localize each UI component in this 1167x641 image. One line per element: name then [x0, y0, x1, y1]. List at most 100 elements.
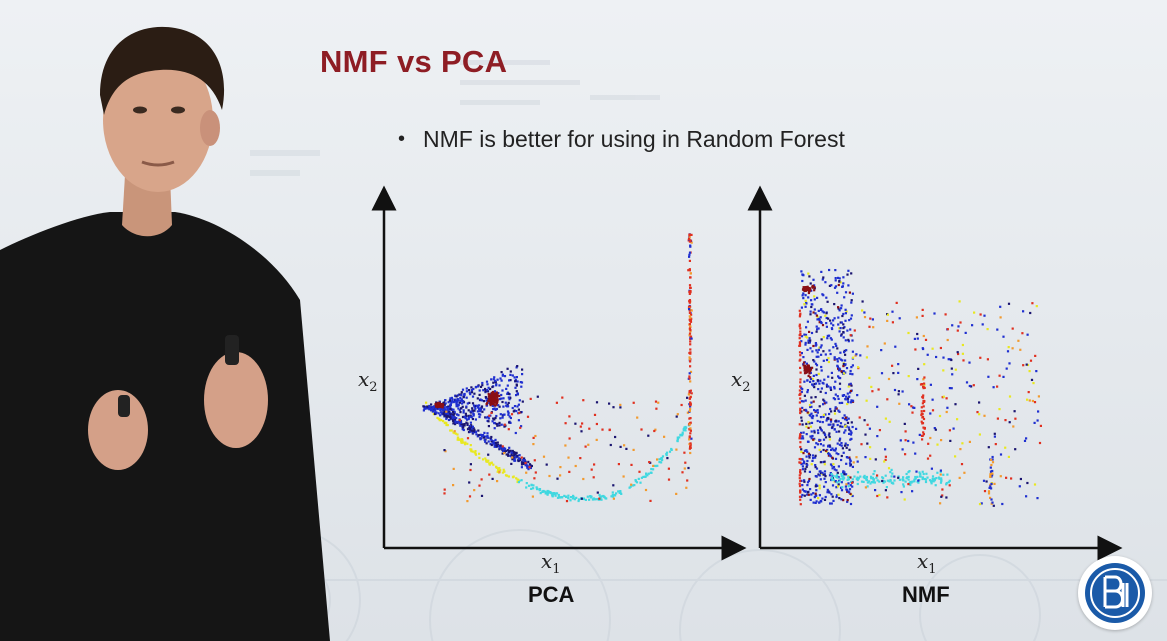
nmf-point — [948, 481, 950, 483]
nmf-point — [848, 433, 850, 435]
nmf-point — [995, 443, 997, 445]
pca-point — [445, 411, 447, 413]
nmf-point — [825, 392, 827, 394]
pca-point — [488, 474, 490, 476]
pca-point — [582, 399, 584, 401]
pca-point — [689, 377, 691, 379]
nmf-point — [820, 391, 822, 393]
nmf-point — [1031, 302, 1033, 304]
pca-point — [518, 409, 520, 411]
nmf-point — [969, 385, 971, 387]
pca-point — [569, 499, 571, 501]
nmf-point — [825, 450, 827, 452]
nmf-point — [831, 372, 833, 374]
nmf-point — [909, 484, 911, 486]
nmf-point — [815, 442, 817, 444]
nmf-point — [834, 356, 836, 358]
nmf-point — [906, 473, 908, 475]
pca-point — [473, 410, 475, 412]
nmf-point — [875, 477, 877, 479]
nmf-point — [818, 310, 820, 312]
nmf-point — [874, 489, 876, 491]
nmf-point — [831, 327, 833, 329]
nmf-point — [959, 477, 961, 479]
nmf-point — [833, 303, 835, 305]
nmf-point — [842, 475, 844, 477]
nmf-point — [930, 384, 932, 386]
pca-point — [522, 401, 524, 403]
nmf-point — [799, 446, 801, 448]
nmf-point — [973, 384, 975, 386]
nmf-point — [856, 394, 858, 396]
pca-point — [588, 428, 590, 430]
nmf-point — [799, 351, 801, 353]
nmf-point — [826, 419, 828, 421]
nmf-point — [891, 475, 893, 477]
nmf-point — [836, 358, 838, 360]
nmf-point — [839, 388, 841, 390]
pca-point — [452, 416, 454, 418]
nmf-point — [837, 323, 839, 325]
nmf-point — [850, 302, 852, 304]
nmf-point — [935, 356, 937, 358]
nmf-point — [1027, 334, 1029, 336]
nmf-point — [983, 415, 985, 417]
pca-point — [470, 410, 472, 412]
nmf-point — [802, 356, 804, 358]
nmf-point — [907, 440, 909, 442]
pca-point — [539, 488, 541, 490]
pca-point — [478, 485, 480, 487]
nmf-point — [825, 322, 827, 324]
nmf-point — [799, 499, 801, 501]
nmf-point — [822, 399, 824, 401]
pca-point — [568, 415, 570, 417]
nmf-point — [845, 417, 847, 419]
nmf-point — [943, 396, 945, 398]
nmf-point — [859, 354, 861, 356]
pca-point — [655, 408, 657, 410]
nmf-point — [951, 324, 953, 326]
nmf-point — [840, 473, 842, 475]
pca-point — [533, 477, 535, 479]
nmf-point — [886, 398, 888, 400]
nmf-point — [852, 426, 854, 428]
nmf-point — [891, 365, 893, 367]
pca-point — [432, 407, 434, 409]
nmf-point — [825, 481, 827, 483]
pca-point — [497, 379, 499, 381]
nmf-point — [961, 463, 963, 465]
pca-point — [676, 440, 678, 442]
nmf-point — [986, 480, 988, 482]
nmf-point — [925, 481, 927, 483]
pca-point — [461, 399, 463, 401]
nmf-point — [979, 433, 981, 435]
nmf-point — [817, 412, 819, 414]
nmf-point — [802, 292, 804, 294]
nmf-point — [799, 469, 801, 471]
pca-point — [483, 432, 485, 434]
nmf-point — [844, 354, 846, 356]
nmf-point — [1005, 477, 1007, 479]
nmf-point — [881, 480, 883, 482]
pca-point — [511, 454, 513, 456]
nmf-point — [1036, 497, 1038, 499]
pca-point — [635, 480, 637, 482]
nmf-point — [876, 495, 878, 497]
nmf-point — [809, 347, 811, 349]
pca-point — [460, 407, 462, 409]
nmf-point — [953, 428, 955, 430]
nmf-point — [799, 310, 801, 312]
nmf-point — [914, 348, 916, 350]
nmf-point — [802, 400, 804, 402]
pca-point — [686, 397, 688, 399]
nmf-point — [809, 404, 811, 406]
nmf-point — [811, 367, 813, 369]
nmf-point — [811, 435, 813, 437]
pca-point — [502, 417, 504, 419]
nmf-point — [848, 429, 850, 431]
nmf-point — [839, 377, 841, 379]
pca-point — [471, 391, 473, 393]
pca-point — [564, 444, 566, 446]
pca-point — [463, 429, 465, 431]
nmf-point — [949, 440, 951, 442]
